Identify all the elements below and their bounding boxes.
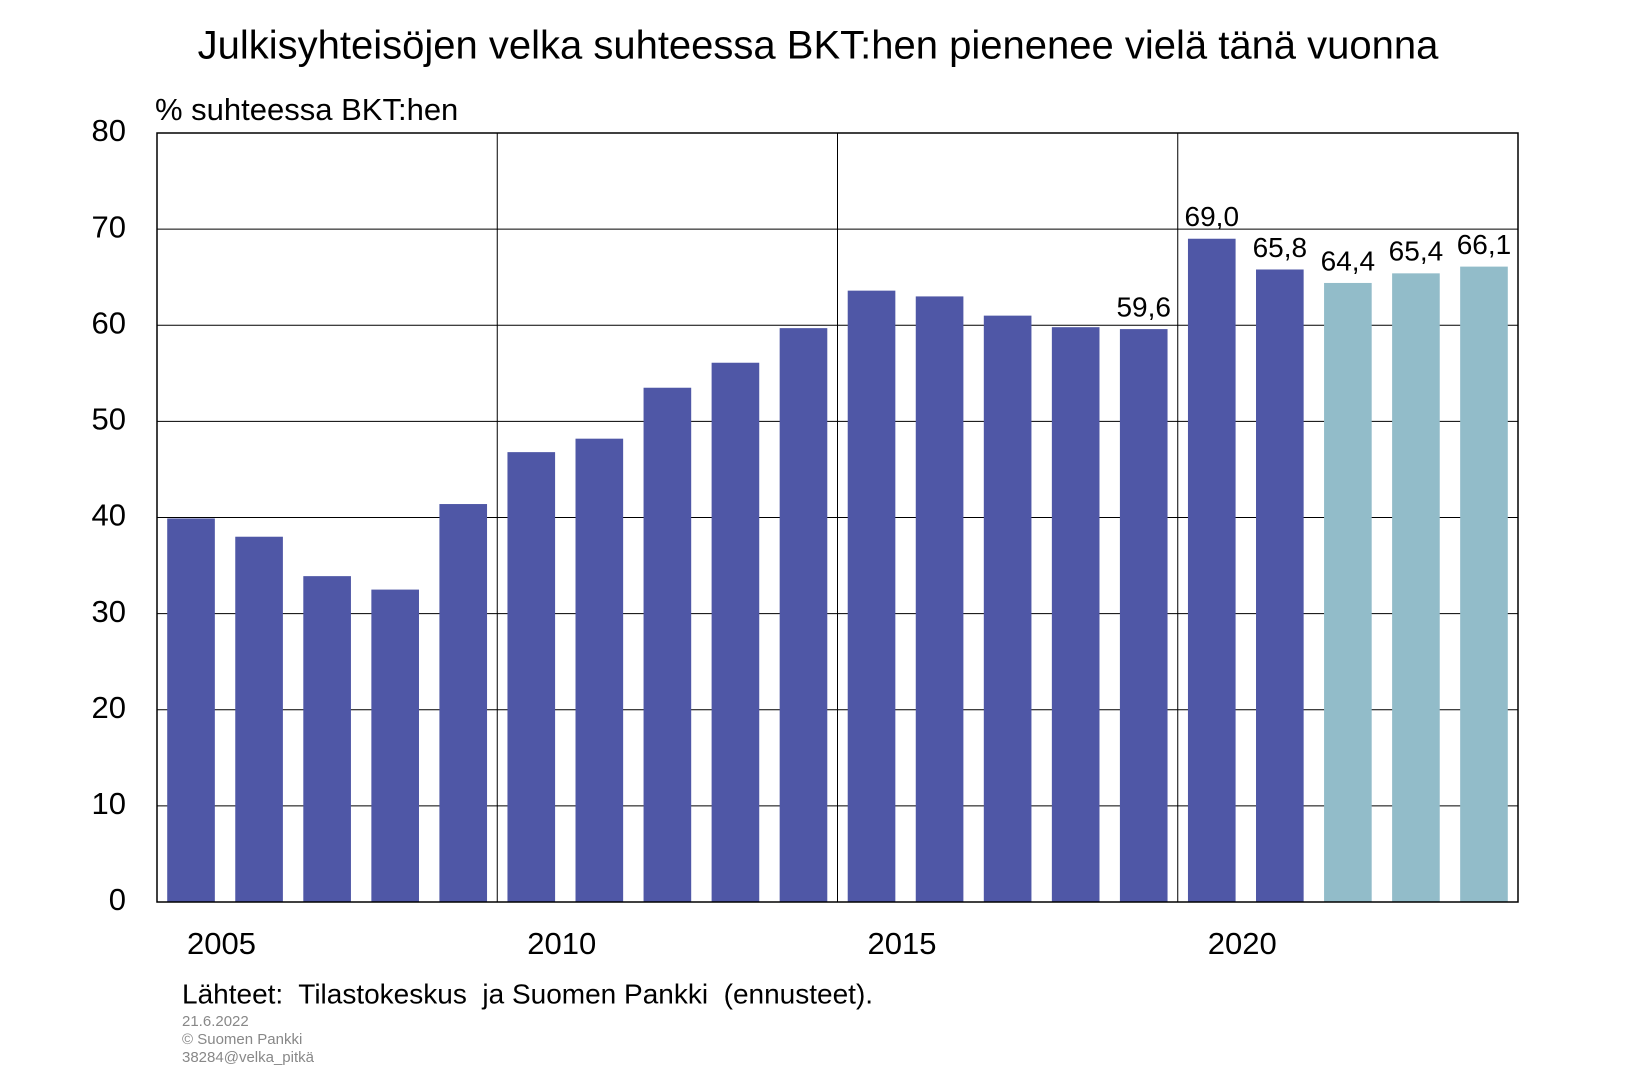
y-tick-label: 40 bbox=[92, 498, 126, 533]
bar bbox=[983, 315, 1032, 902]
y-tick-label: 80 bbox=[92, 113, 126, 148]
y-tick-label: 70 bbox=[92, 209, 126, 244]
data-label: 65,8 bbox=[1253, 232, 1308, 263]
bar bbox=[1051, 327, 1100, 902]
bar bbox=[303, 576, 351, 902]
data-label: 69,0 bbox=[1185, 201, 1240, 232]
bar bbox=[1460, 266, 1508, 902]
bar bbox=[371, 589, 419, 902]
bar bbox=[643, 387, 692, 902]
y-tick-label: 10 bbox=[92, 786, 126, 821]
data-label: 59,6 bbox=[1116, 291, 1171, 322]
bar bbox=[439, 504, 488, 902]
bar bbox=[167, 518, 215, 902]
y-tick-label: 0 bbox=[109, 882, 126, 917]
note: 38284@velka_pitkä bbox=[182, 1049, 315, 1066]
bar bbox=[915, 296, 964, 903]
bar bbox=[507, 452, 556, 902]
x-tick-label: 2020 bbox=[1208, 926, 1277, 961]
data-label: 66,1 bbox=[1457, 229, 1512, 260]
x-tick-label: 2015 bbox=[868, 926, 937, 961]
x-tick-label: 2010 bbox=[527, 926, 596, 961]
source: Lähteet: Tilastokeskus ja Suomen Pankki … bbox=[182, 978, 873, 1009]
bar bbox=[711, 362, 760, 902]
bar bbox=[1256, 269, 1304, 902]
chart-title: Julkisyhteisöjen velka suhteessa BKT:hen… bbox=[198, 24, 1440, 68]
bar bbox=[1119, 329, 1168, 903]
x-tick-label: 2005 bbox=[187, 926, 256, 961]
bar bbox=[779, 328, 828, 902]
bar bbox=[235, 536, 283, 902]
bar bbox=[575, 438, 624, 902]
bar bbox=[1187, 238, 1236, 903]
plot-frame bbox=[156, 132, 1519, 903]
y-tick-label: 60 bbox=[92, 305, 126, 340]
data-label: 64,4 bbox=[1321, 245, 1376, 276]
data-label: 65,4 bbox=[1389, 236, 1444, 267]
y-tick-label: 20 bbox=[92, 690, 126, 725]
note: © Suomen Pankki bbox=[182, 1031, 302, 1048]
y-tick-label: 30 bbox=[92, 594, 126, 629]
note: 21.6.2022 bbox=[182, 1013, 249, 1030]
bar bbox=[1392, 273, 1440, 902]
y-axis-label: % suhteessa BKT:hen bbox=[155, 92, 458, 127]
bar bbox=[1324, 282, 1372, 903]
bar bbox=[847, 290, 896, 902]
y-tick-label: 50 bbox=[92, 402, 126, 437]
